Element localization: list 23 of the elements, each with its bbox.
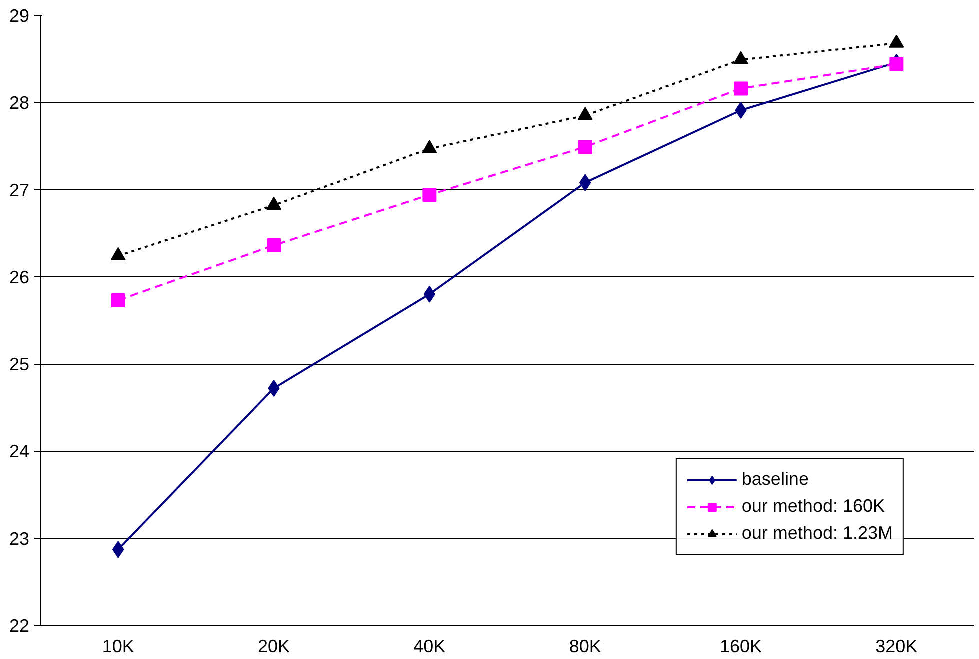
point	[578, 140, 592, 154]
y-tick-label: 29	[9, 6, 30, 26]
x-tick-label: 160K	[720, 636, 762, 656]
y-tick-label: 25	[9, 354, 30, 375]
point	[734, 82, 748, 96]
y-tick-label: 27	[9, 180, 30, 200]
y-tick-label: 26	[9, 267, 30, 288]
y-tick-label: 23	[9, 528, 30, 549]
y-tick-label: 22	[9, 616, 30, 636]
y-tick-label: 24	[9, 442, 30, 462]
point	[422, 188, 437, 202]
legend-label: our method: 160K	[742, 496, 886, 517]
x-tick-label: 10K	[102, 636, 134, 656]
point	[111, 293, 126, 308]
y-tick-label: 28	[9, 93, 30, 114]
x-tick-label: 20K	[258, 636, 290, 656]
point	[267, 238, 281, 253]
x-tick-label: 40K	[414, 636, 446, 656]
x-tick-label: 80K	[569, 636, 602, 656]
x-tick-label: 320K	[876, 636, 918, 656]
legend-label: baseline	[742, 469, 809, 490]
point	[890, 57, 904, 72]
legend-label: our method: 1.23M	[742, 523, 893, 544]
